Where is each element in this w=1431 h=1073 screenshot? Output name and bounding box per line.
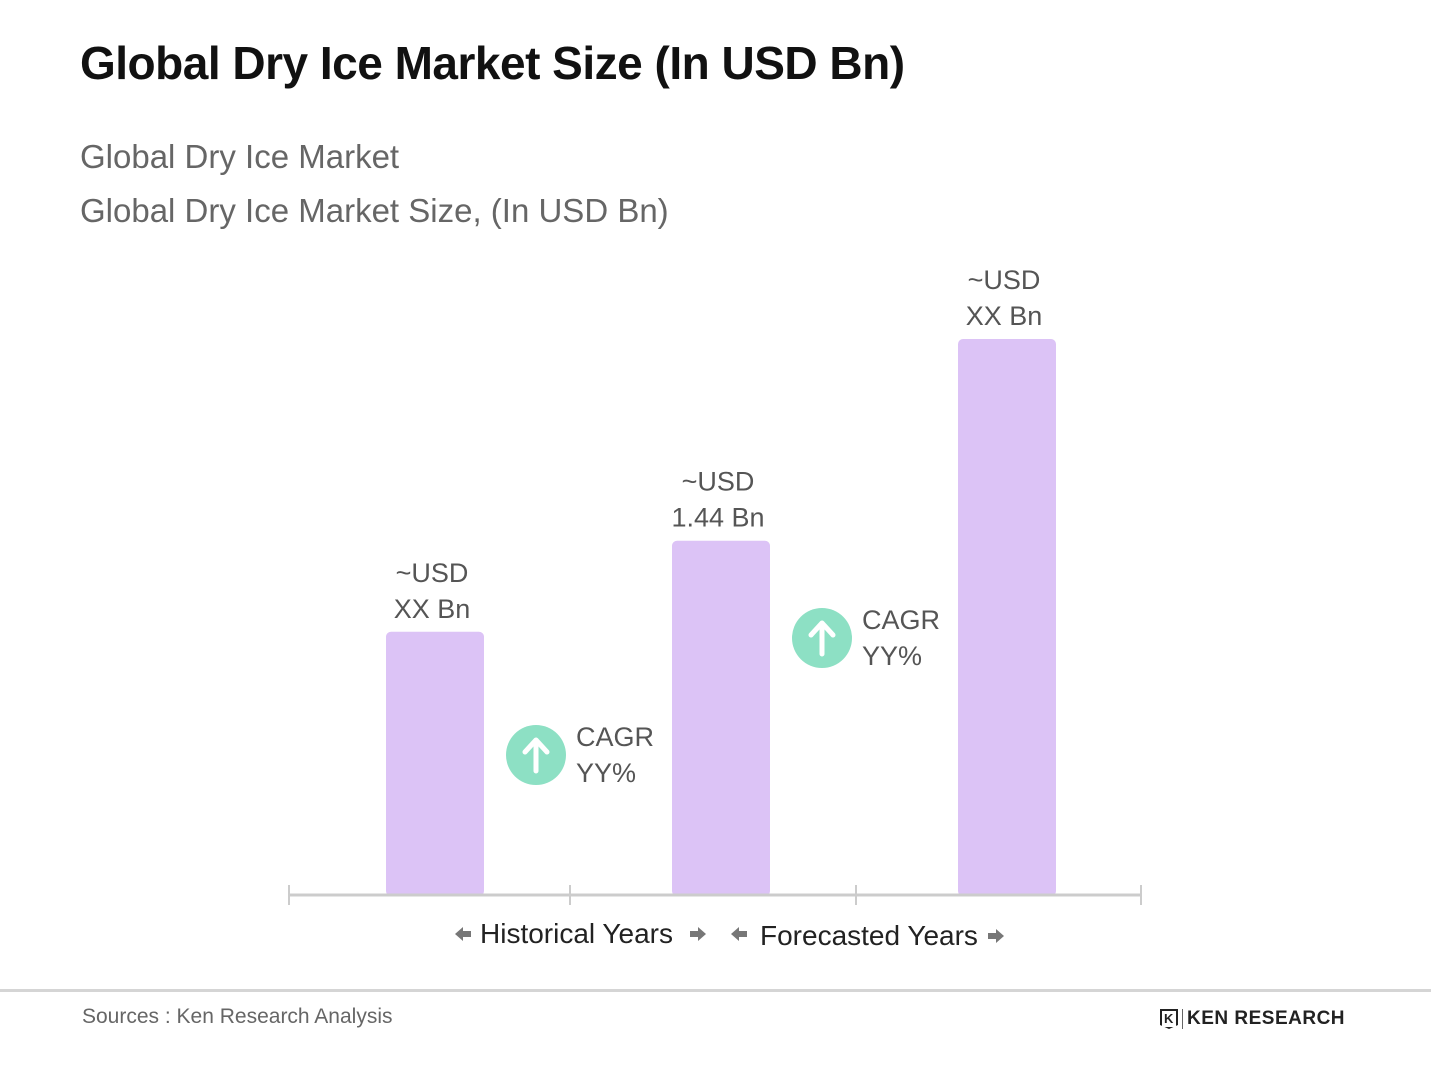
arrow-right-icon <box>690 927 706 941</box>
data-label: XX Bn <box>966 301 1043 331</box>
logo-mark-icon: K <box>1160 1009 1178 1029</box>
data-label: ~USD <box>682 467 755 497</box>
cagr-badge: CAGR YY% <box>792 605 940 671</box>
ken-research-logo: K KEN RESEARCH <box>1160 1008 1345 1030</box>
cagr-label: YY% <box>576 758 636 788</box>
arrow-right-icon <box>988 929 1004 943</box>
x-section-label: Forecasted Years <box>760 920 978 951</box>
bar-3 <box>958 339 1056 896</box>
bar-2 <box>672 540 770 896</box>
cagr-label: YY% <box>862 641 922 671</box>
data-label: XX Bn <box>394 594 471 624</box>
cagr-label: CAGR <box>576 722 654 752</box>
cagr-badge: CAGR YY% <box>506 722 654 788</box>
chart-subtitle-1: Global Dry Ice Market <box>80 138 400 175</box>
arrow-up-icon <box>522 737 550 774</box>
data-label: ~USD <box>396 558 469 588</box>
source-text: Sources : Ken Research Analysis <box>82 1005 393 1028</box>
footer-divider <box>0 989 1431 992</box>
x-section-label: Historical Years <box>480 918 673 949</box>
data-label: ~USD <box>968 265 1041 295</box>
bar-1 <box>386 631 484 896</box>
chart-subtitle-2: Global Dry Ice Market Size, (In USD Bn) <box>80 192 669 229</box>
logo-text: KEN RESEARCH <box>1187 1008 1346 1029</box>
arrow-left-icon <box>455 927 471 941</box>
data-label: 1.44 Bn <box>671 503 764 533</box>
chart-title: Global Dry Ice Market Size (In USD Bn) <box>80 37 905 89</box>
arrow-up-icon <box>808 620 836 657</box>
cagr-label: CAGR <box>862 605 940 635</box>
arrow-left-icon <box>731 927 747 941</box>
